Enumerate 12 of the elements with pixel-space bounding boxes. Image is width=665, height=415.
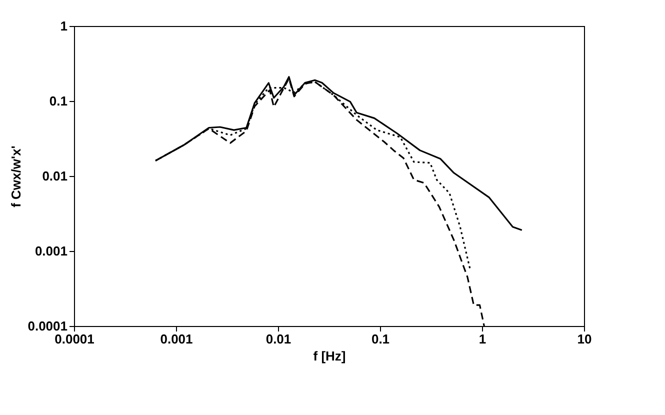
x-tick-label: 10 (577, 332, 592, 346)
x-tick-label: 0.1 (371, 332, 390, 346)
y-tick-label: 0.0001 (28, 318, 68, 334)
y-tick-label: 1 (60, 18, 68, 34)
y-tick-label: 0.1 (49, 94, 68, 108)
x-tick-label: 1 (478, 332, 486, 346)
x-tick-label: 0.01 (266, 332, 292, 346)
x-axis-title: f [Hz] (313, 348, 346, 364)
x-tick-label: 0.001 (160, 332, 193, 346)
y-axis-title: f Cwx/w'x' (8, 146, 24, 208)
y-tick-label: 0.01 (42, 168, 68, 184)
y-tick-label: 0.001 (34, 244, 68, 258)
